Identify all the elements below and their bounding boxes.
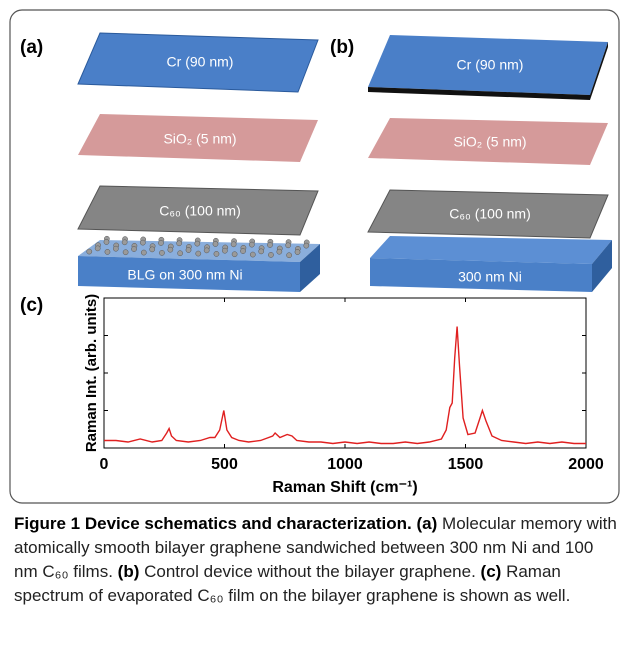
- atom: [250, 252, 255, 257]
- caption-part-label: (a): [417, 514, 438, 533]
- panel-label: (a): [20, 37, 43, 58]
- layer-label: C₆₀ (100 nm): [449, 206, 530, 222]
- x-tick-label: 1500: [448, 456, 484, 473]
- plot-frame: [104, 298, 586, 448]
- atom: [177, 241, 182, 246]
- atom: [287, 253, 292, 258]
- atom: [95, 246, 100, 251]
- atom: [131, 246, 136, 251]
- caption-part-label: (b): [118, 562, 140, 581]
- layer-label: Cr (90 nm): [457, 57, 524, 73]
- caption-title: Figure 1 Device schematics and character…: [14, 514, 412, 533]
- panel-label: (c): [20, 295, 43, 316]
- caption-part-text: Control device without the bilayer graph…: [144, 562, 476, 581]
- y-axis-label: Raman Int. (arb. units): [83, 294, 100, 452]
- atom: [159, 250, 164, 255]
- atom: [277, 249, 282, 254]
- layer-label: 300 nm Ni: [458, 269, 522, 285]
- atom: [87, 249, 92, 254]
- atom: [122, 240, 127, 245]
- layer-label: BLG on 300 nm Ni: [127, 267, 242, 283]
- atom: [186, 247, 191, 252]
- atom: [249, 242, 254, 247]
- atom: [214, 251, 219, 256]
- figure: (a) Cr (90 nm) SiO₂ (5 nm) C₆₀ (100 nm) …: [0, 0, 629, 510]
- atom: [105, 249, 110, 254]
- atom: [168, 247, 173, 252]
- atom: [259, 249, 264, 254]
- atom: [231, 242, 236, 247]
- spectrum-line: [104, 327, 586, 444]
- atom: [104, 239, 109, 244]
- atom: [204, 248, 209, 253]
- atom: [158, 240, 163, 245]
- atom: [113, 246, 118, 251]
- atom: [286, 243, 291, 248]
- atom: [195, 241, 200, 246]
- x-tick-label: 0: [100, 456, 109, 473]
- atom: [178, 251, 183, 256]
- atom: [196, 251, 201, 256]
- atom: [267, 242, 272, 247]
- layer-label: Cr (90 nm): [167, 54, 234, 70]
- atom: [232, 252, 237, 257]
- page: (a) Cr (90 nm) SiO₂ (5 nm) C₆₀ (100 nm) …: [0, 0, 629, 671]
- layer-label: SiO₂ (5 nm): [453, 134, 526, 150]
- x-tick-label: 1000: [327, 456, 363, 473]
- layer-label: SiO₂ (5 nm): [163, 131, 236, 147]
- x-axis-label: Raman Shift (cm⁻¹): [272, 479, 417, 496]
- atom: [295, 249, 300, 254]
- atom: [141, 250, 146, 255]
- atom: [123, 250, 128, 255]
- layer-label: C₆₀ (100 nm): [159, 203, 240, 219]
- atom: [140, 240, 145, 245]
- caption-part-label: (c): [481, 562, 502, 581]
- atom: [304, 243, 309, 248]
- x-tick-label: 2000: [568, 456, 604, 473]
- atom: [213, 241, 218, 246]
- atom: [240, 248, 245, 253]
- caption: Figure 1 Device schematics and character…: [14, 512, 619, 608]
- atom: [268, 252, 273, 257]
- x-tick-label: 500: [211, 456, 238, 473]
- spectrum-chart: 0 500 1000 1500 2000: [100, 298, 604, 473]
- panel-label: (b): [330, 37, 354, 58]
- atom: [150, 247, 155, 252]
- atom: [222, 248, 227, 253]
